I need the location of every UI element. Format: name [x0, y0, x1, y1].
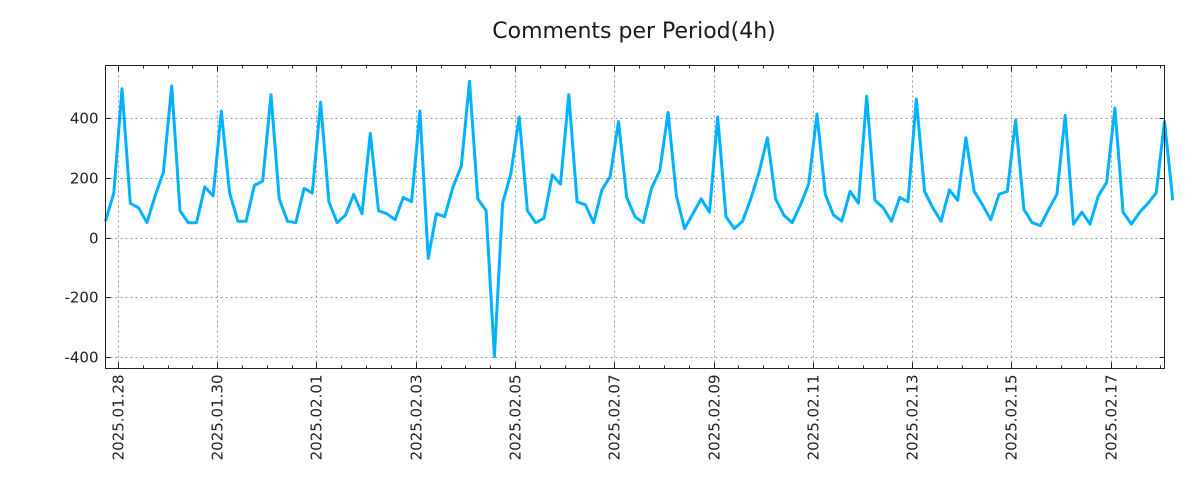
y-tick-label: 200	[70, 170, 99, 188]
x-tick-label: 2025.01.30	[209, 375, 227, 461]
x-tick-label: 2025.02.01	[308, 375, 326, 461]
x-tick-label: 2025.02.13	[904, 375, 922, 461]
x-tick-label: 2025.02.15	[1003, 375, 1021, 461]
y-tick-label: -200	[64, 289, 98, 307]
grid-lines	[105, 65, 1165, 369]
x-tick-label: 2025.02.11	[805, 375, 823, 461]
x-tick-label: 2025.02.17	[1103, 375, 1121, 461]
y-tick-label: 400	[70, 110, 99, 128]
x-tick-labels: 2025.01.28 2025.01.30 2025.02.01 2025.02.03…	[110, 375, 1121, 461]
x-tick-label: 2025.01.28	[110, 375, 128, 461]
x-tick-label: 2025.02.07	[606, 375, 624, 461]
x-tick-label: 2025.02.05	[507, 375, 525, 461]
series-group	[104, 79, 1175, 359]
x-tick-label: 2025.02.03	[408, 375, 426, 461]
x-tick-label: 2025.02.09	[706, 375, 724, 461]
chart-title: Comments per Period(4h)	[492, 19, 776, 44]
series-line	[104, 79, 1175, 359]
y-tick-label: -400	[64, 349, 98, 367]
y-tick-label: 0	[89, 230, 99, 248]
plot-frame	[105, 65, 1165, 369]
y-tick-labels: -400 -200 0 200 400	[64, 110, 98, 367]
axis-ticks	[105, 65, 1165, 369]
